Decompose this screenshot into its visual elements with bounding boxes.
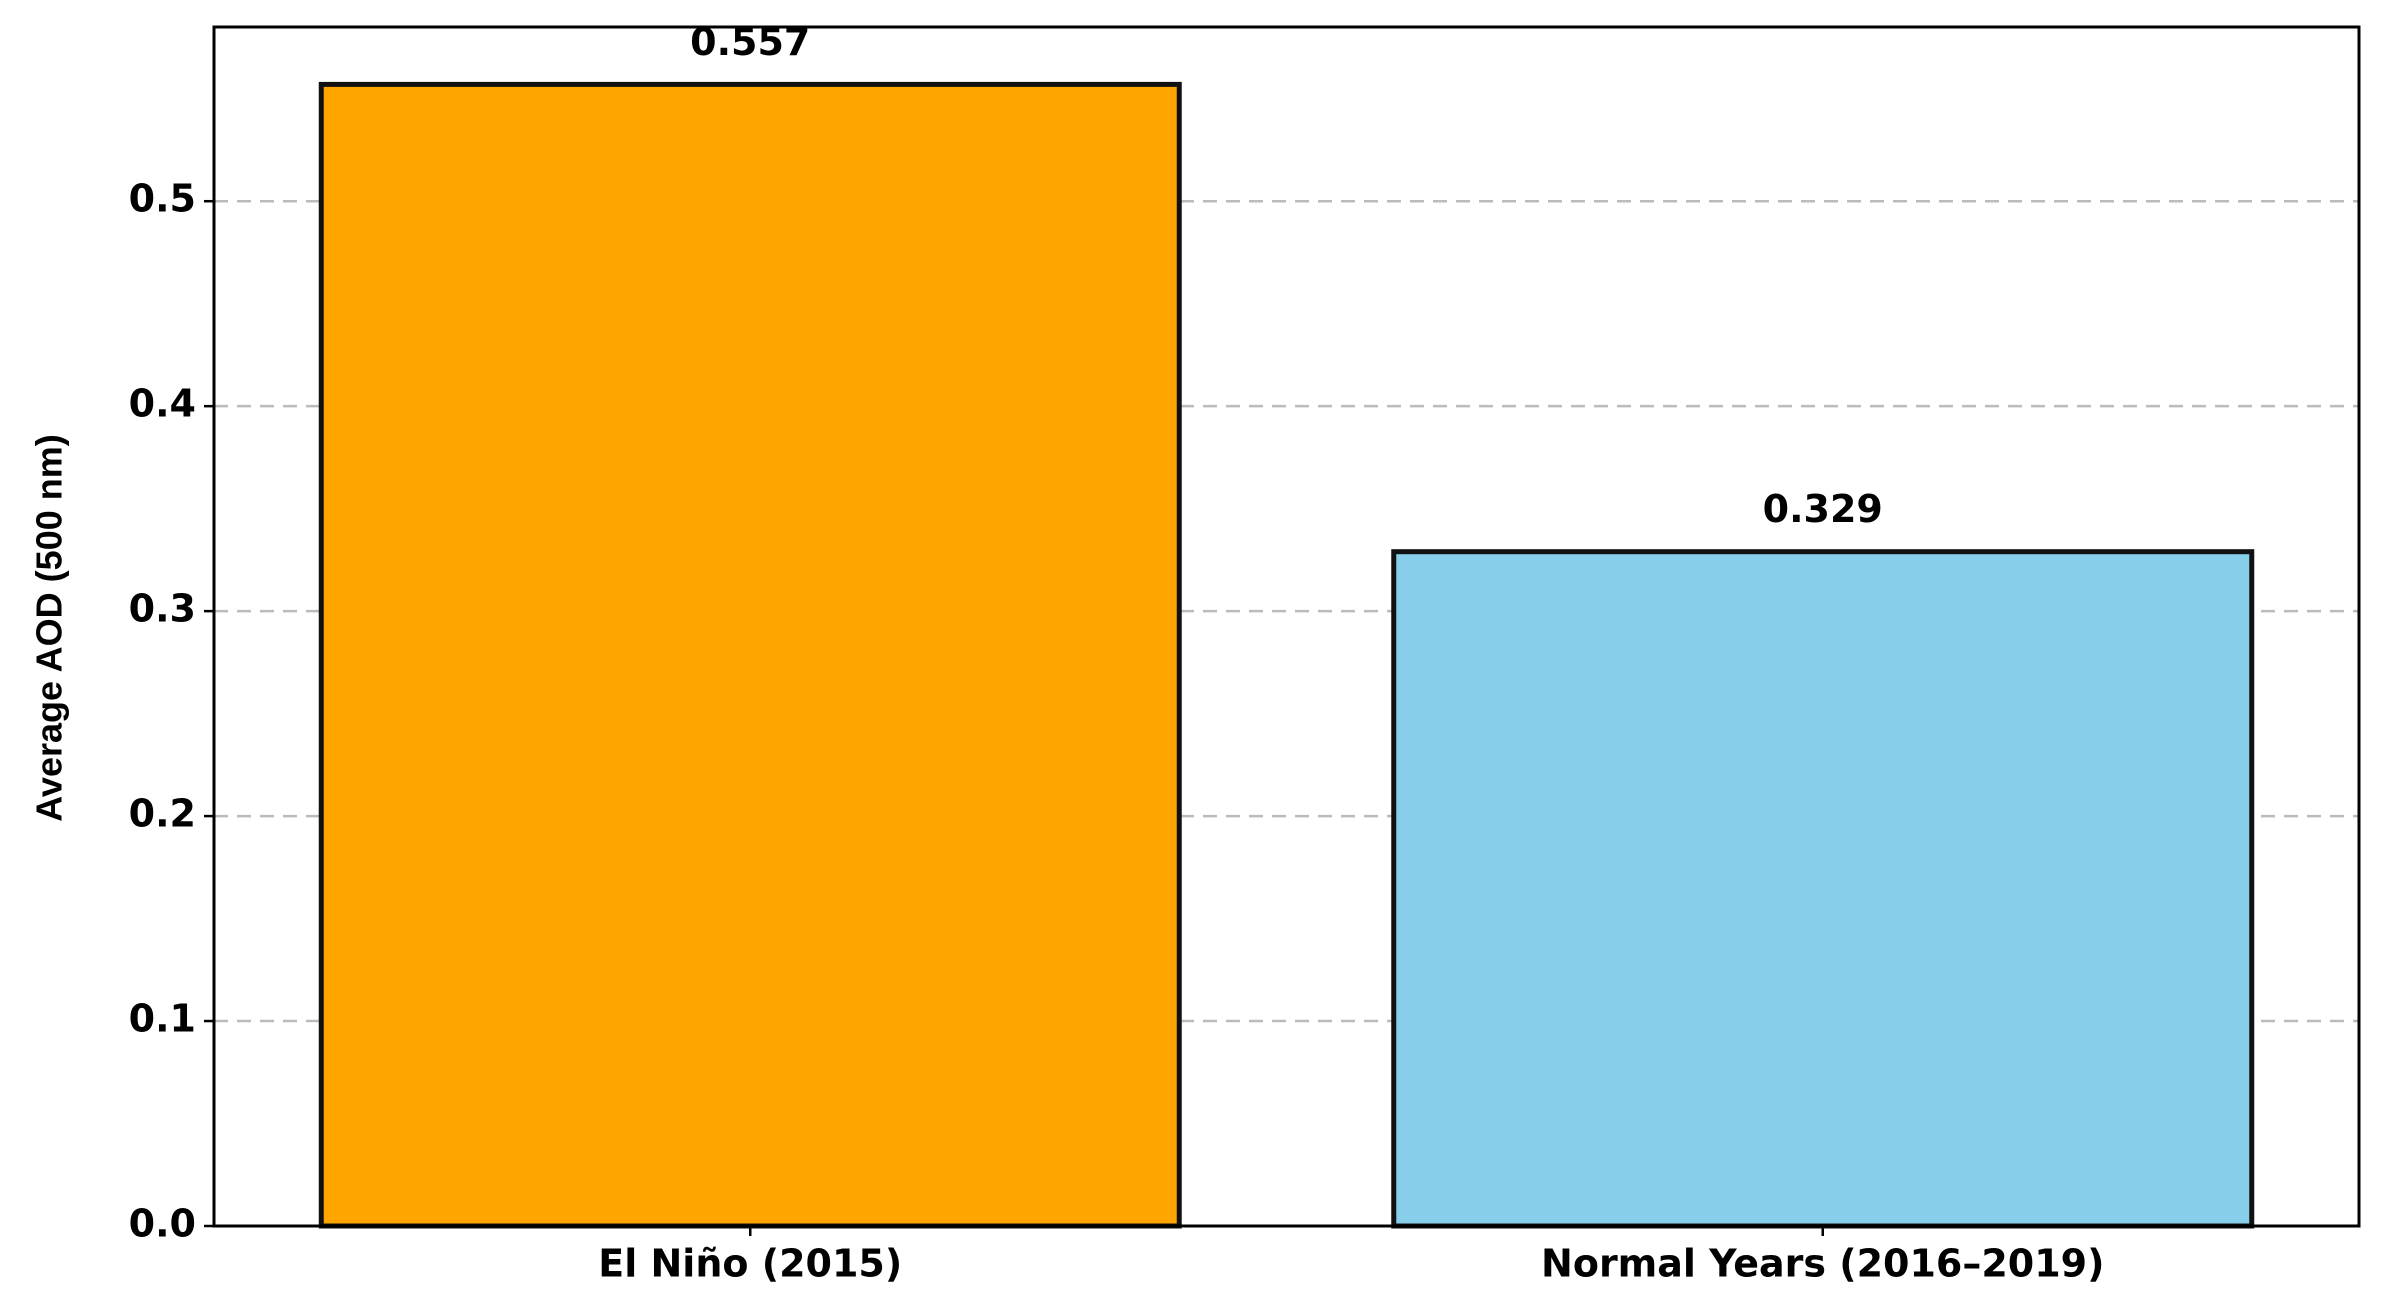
x-tick-label: El Niño (2015) bbox=[598, 1242, 902, 1286]
x-tick-label: Normal Years (2016–2019) bbox=[1541, 1242, 2104, 1286]
y-tick-label: 0.4 bbox=[129, 382, 196, 426]
y-axis-label: Average AOD (500 nm) bbox=[29, 434, 70, 821]
plot-frame bbox=[212, 25, 2361, 1228]
y-tick-label: 0.1 bbox=[129, 997, 196, 1041]
bar bbox=[1391, 549, 2255, 1229]
y-tick-label: 0.3 bbox=[129, 587, 196, 631]
y-tick-label: 0.0 bbox=[129, 1202, 196, 1246]
value-label: 0.329 bbox=[1763, 487, 1883, 531]
bar bbox=[318, 81, 1182, 1229]
y-tick-label: 0.5 bbox=[129, 177, 196, 221]
y-tick-label: 0.2 bbox=[129, 792, 196, 836]
